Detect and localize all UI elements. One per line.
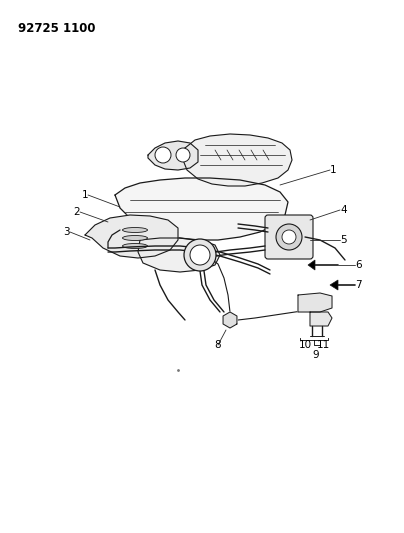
Polygon shape — [138, 238, 220, 272]
Circle shape — [190, 245, 210, 265]
Ellipse shape — [122, 236, 147, 240]
Text: 5: 5 — [340, 235, 347, 245]
Polygon shape — [85, 215, 178, 258]
Text: 10: 10 — [299, 340, 311, 350]
Text: 9: 9 — [313, 350, 319, 360]
Circle shape — [176, 148, 190, 162]
Polygon shape — [330, 280, 338, 290]
Polygon shape — [298, 293, 332, 312]
Ellipse shape — [122, 244, 147, 248]
Text: 92725 1100: 92725 1100 — [18, 22, 95, 35]
Circle shape — [155, 147, 171, 163]
Polygon shape — [148, 141, 198, 170]
Circle shape — [276, 224, 302, 250]
Text: 4: 4 — [340, 205, 347, 215]
Ellipse shape — [122, 228, 147, 232]
Circle shape — [282, 230, 296, 244]
Text: 1: 1 — [330, 165, 337, 175]
Text: 8: 8 — [215, 340, 221, 350]
Polygon shape — [223, 312, 237, 328]
Text: 3: 3 — [63, 227, 70, 237]
Text: 7: 7 — [355, 280, 362, 290]
Circle shape — [184, 239, 216, 271]
Text: 2: 2 — [74, 207, 80, 217]
Polygon shape — [308, 260, 315, 270]
Text: 1: 1 — [81, 190, 88, 200]
Polygon shape — [183, 134, 292, 186]
FancyBboxPatch shape — [265, 215, 313, 259]
Text: 6: 6 — [355, 260, 362, 270]
Polygon shape — [310, 312, 332, 326]
Text: 11: 11 — [316, 340, 330, 350]
Polygon shape — [115, 178, 288, 240]
